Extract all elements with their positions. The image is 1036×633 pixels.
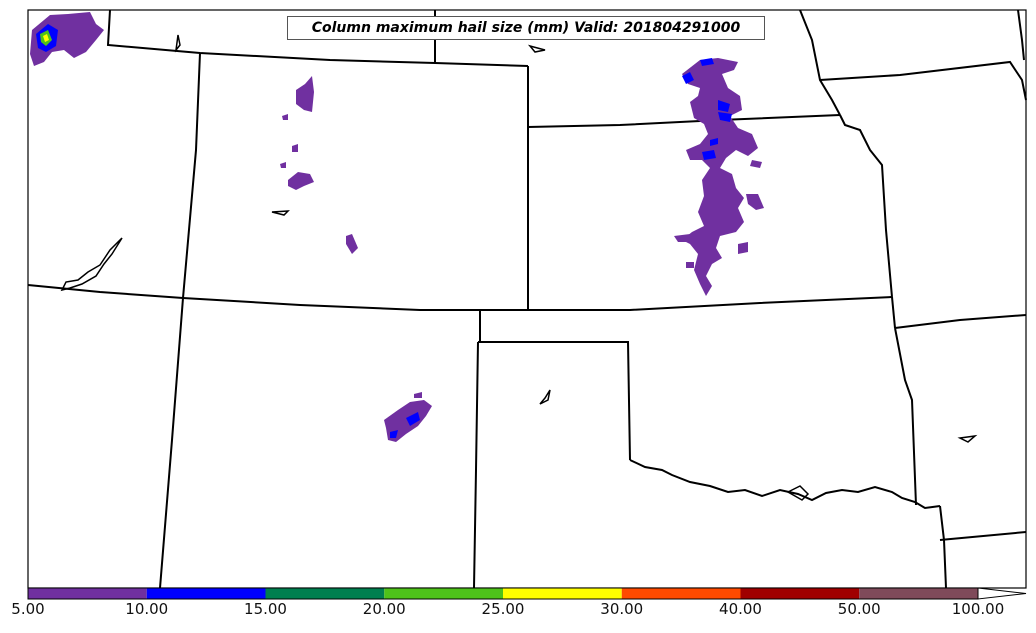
boundary-ar-la xyxy=(939,531,1027,541)
lake-mt xyxy=(174,34,181,53)
boundary-az-nm xyxy=(473,341,479,589)
colorbar-outline xyxy=(27,587,979,600)
colorbar-segment xyxy=(265,588,385,599)
boundary-id-wy xyxy=(182,52,201,299)
boundary-wy-co xyxy=(182,297,528,311)
hail-blob xyxy=(738,242,748,254)
hail-blob xyxy=(280,162,286,168)
boundary-ok-panhandle xyxy=(478,341,631,461)
colorbar-segment xyxy=(740,588,860,599)
hail-blob xyxy=(292,144,298,152)
hail-blob xyxy=(282,114,288,120)
colorbar-segment xyxy=(384,588,503,599)
hail-blob xyxy=(718,100,730,112)
colorbar-tick-label: 10.00 xyxy=(125,600,169,618)
lake-tx xyxy=(957,434,978,443)
hail-contours xyxy=(30,12,764,442)
state-boundaries xyxy=(27,9,1027,589)
boundary-ks-mo xyxy=(891,296,896,329)
colorbar-segment xyxy=(859,588,978,599)
boundary-ne-sd xyxy=(527,114,841,128)
hail-blob xyxy=(746,194,764,210)
boundary-ok-ar xyxy=(894,327,917,506)
hail-blob xyxy=(288,172,314,190)
colorbar-tick-label: 50.00 xyxy=(837,600,881,618)
colorbar-segment xyxy=(621,588,741,599)
colorbar-segment xyxy=(503,588,622,599)
colorbar-tick-label: 40.00 xyxy=(719,600,762,618)
lakes xyxy=(60,34,978,501)
boundary-mo-ia xyxy=(894,314,1027,329)
hail-blob xyxy=(718,112,732,122)
hail-blob xyxy=(700,58,714,66)
hail-blob xyxy=(414,392,422,398)
map-title: Column maximum hail size (mm) Valid: 201… xyxy=(287,16,765,40)
colorbar-tick-label: 100.00 xyxy=(951,600,1005,618)
boundary-ut-co xyxy=(159,297,184,589)
boundary-sd-mn-top xyxy=(1017,9,1025,61)
hail-blob xyxy=(682,58,758,296)
hail-blob xyxy=(296,76,314,112)
colorbar-tick-label: 5.00 xyxy=(11,600,45,618)
boundary-mn-ia xyxy=(819,60,1027,101)
hail-blob xyxy=(406,412,420,426)
colorbar-tick-label: 25.00 xyxy=(481,600,525,618)
colorbar xyxy=(27,587,1027,600)
colorbar-segment xyxy=(28,588,147,599)
lake-texoma xyxy=(786,485,810,501)
boundary-id-mt xyxy=(106,9,529,67)
hail-blob xyxy=(750,160,762,168)
hail-blob xyxy=(43,34,49,42)
hail-blob xyxy=(682,72,694,84)
colorbar-segment xyxy=(146,588,266,599)
boundary-red-river xyxy=(629,459,941,510)
lake-nd xyxy=(527,44,546,53)
hail-blob xyxy=(346,234,358,254)
colorbar-extend-arrow xyxy=(977,587,1027,600)
boundary-ut-nv xyxy=(27,284,184,299)
colorbar-tick-label: 20.00 xyxy=(362,600,406,618)
boundary-ne-ks xyxy=(528,296,893,311)
hail-blob xyxy=(674,234,690,242)
great-salt-lake xyxy=(60,237,123,292)
lake-nm xyxy=(539,389,551,405)
colorbar-tick-label: 30.00 xyxy=(600,600,644,618)
hail-blob xyxy=(686,262,694,268)
hail-blob xyxy=(390,430,398,438)
boundary-missouri-river xyxy=(839,114,893,298)
lake-ne-co xyxy=(271,210,290,216)
hail-blob xyxy=(710,138,718,146)
colorbar-tick-label: 15.00 xyxy=(244,600,287,618)
hail-blob xyxy=(702,150,716,160)
